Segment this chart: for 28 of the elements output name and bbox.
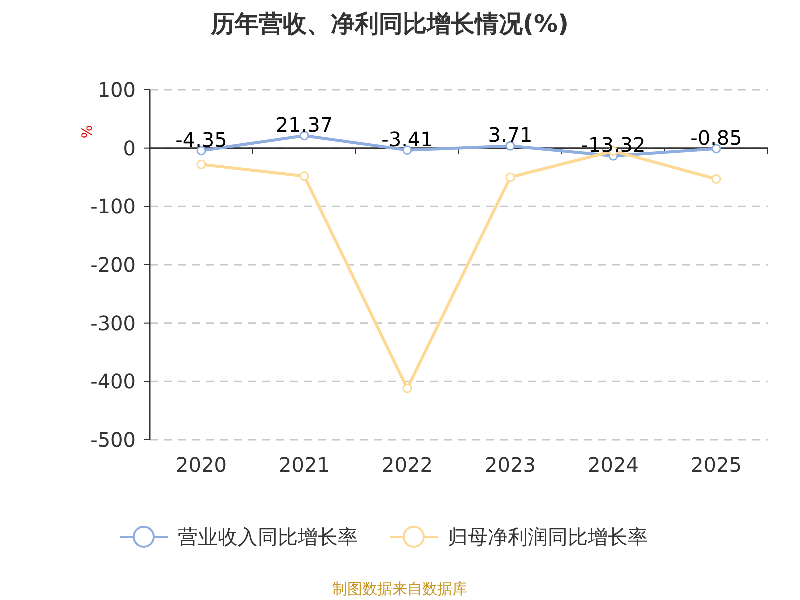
y-tick-label: 0 xyxy=(123,136,136,160)
y-axis-title: % xyxy=(80,125,96,139)
legend-label: 归母净利润同比增长率 xyxy=(448,525,648,549)
point xyxy=(712,174,722,184)
chart-title: 历年营收、净利同比增长情况(%) xyxy=(210,10,569,38)
data-label: 3.71 xyxy=(488,123,533,148)
legend-label: 营业收入同比增长率 xyxy=(178,525,358,549)
point xyxy=(402,384,412,394)
y-tick-label: 100 xyxy=(98,78,136,102)
text: 制图数据来自数据库 xyxy=(332,580,468,598)
x-tick-label: 2023 xyxy=(485,453,536,477)
data-label: -0.85 xyxy=(690,126,742,150)
y-tick-label: -200 xyxy=(90,253,136,277)
y-tick-label: -500 xyxy=(90,428,136,452)
x-tick-label: 2025 xyxy=(691,453,742,477)
point xyxy=(506,172,516,182)
x-tick-label: 2021 xyxy=(279,453,330,477)
point xyxy=(300,172,310,182)
point xyxy=(196,160,206,170)
y-tick-label: -100 xyxy=(90,194,136,219)
x-tick-label: 2022 xyxy=(382,453,433,477)
x-tick-label: 2024 xyxy=(588,453,639,477)
x-tick-label: 2020 xyxy=(176,453,227,477)
data-label: 21.37 xyxy=(276,112,334,137)
data-label: -3.41 xyxy=(382,127,434,152)
y-tick-label: -400 xyxy=(90,370,136,394)
data-label: -4.35 xyxy=(176,128,228,152)
y-tick-label: -300 xyxy=(90,311,136,336)
